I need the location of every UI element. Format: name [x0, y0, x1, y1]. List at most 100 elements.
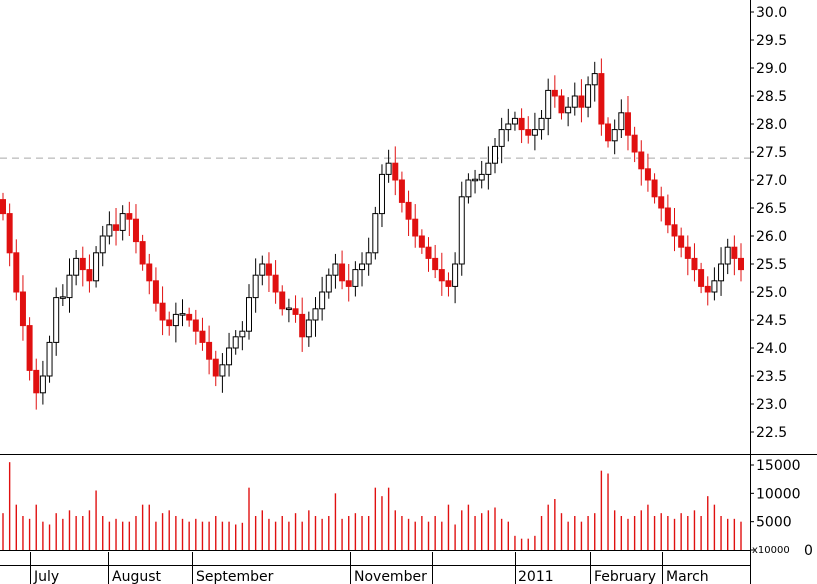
candle [538, 110, 545, 140]
candle [724, 238, 731, 275]
price-tick-label: 30.0 [756, 5, 787, 21]
candle [605, 117, 612, 148]
candle [19, 275, 26, 341]
candle [132, 204, 139, 254]
candle-body [738, 257, 744, 271]
candle-body [99, 235, 106, 254]
candle [6, 203, 13, 267]
candle-body [591, 73, 598, 86]
candle-body [319, 291, 326, 310]
price-tick-label: 22.5 [756, 425, 787, 441]
candle-body [6, 213, 13, 254]
candle-body [412, 218, 419, 237]
candle-body [644, 168, 651, 181]
candle-body [565, 106, 572, 114]
candle [199, 317, 206, 351]
candle [704, 276, 711, 306]
candle-body [698, 269, 705, 287]
candle-body [186, 313, 193, 321]
candle [0, 192, 6, 221]
candle [66, 258, 73, 313]
candle [312, 297, 319, 337]
candle [591, 61, 598, 102]
candle-body [671, 224, 678, 237]
candle-body [179, 313, 186, 316]
candle [578, 79, 585, 123]
candle-body [259, 263, 266, 276]
candle-body [352, 269, 359, 287]
candle-body [199, 330, 206, 343]
candle [79, 246, 86, 287]
candle-body [551, 89, 558, 97]
candle [684, 235, 691, 276]
candle [412, 204, 419, 248]
candle [359, 252, 366, 287]
candle-body [492, 145, 498, 164]
candle-body [585, 84, 592, 108]
candle [119, 205, 126, 241]
price-tick-label: 23.0 [756, 397, 787, 413]
candle-body [345, 280, 352, 287]
candle [86, 254, 93, 293]
price-tick-label: 28.0 [756, 117, 787, 133]
candle [352, 261, 359, 297]
candle-body [558, 95, 565, 114]
candle [664, 194, 671, 234]
candle-body [445, 280, 452, 287]
candle-body [372, 213, 379, 254]
candle [472, 169, 479, 194]
candle [585, 76, 592, 118]
candle-body [292, 308, 299, 315]
candle [159, 286, 166, 336]
candle-body [272, 274, 279, 293]
candle-body [664, 207, 671, 226]
candle [531, 112, 538, 151]
price-tick-label: 25.0 [756, 285, 787, 301]
candle-body [73, 257, 80, 276]
price-tick-label: 29.5 [756, 33, 787, 49]
candle [172, 302, 179, 343]
candle-body [192, 319, 199, 332]
candle [618, 99, 625, 138]
candle-body [59, 296, 66, 299]
candle [186, 307, 193, 327]
candle-body [232, 336, 239, 349]
candle [365, 237, 372, 276]
price-axis: 30.0 29.5 29.0 28.5 28.0 27.5 27.0 26.5 26.0 25.5… [750, 5, 787, 441]
candle-body [498, 129, 505, 147]
candle-body [66, 274, 73, 299]
time-axis: July August September November 2011 February M… [0, 552, 750, 584]
candle [332, 253, 339, 289]
candle [345, 264, 352, 302]
candle [678, 227, 685, 258]
candle [246, 284, 252, 340]
candle [545, 78, 552, 136]
candle [239, 321, 246, 351]
candle-body [458, 196, 465, 265]
candle [405, 190, 412, 236]
candle [299, 297, 306, 352]
candle-body [0, 199, 6, 215]
candle-body [172, 313, 179, 327]
candle [319, 276, 326, 321]
candle-body [418, 235, 425, 248]
candle [558, 89, 565, 120]
month-label: February [594, 569, 656, 584]
candle [432, 244, 439, 278]
candle-body [312, 308, 319, 321]
candle-body [126, 213, 133, 220]
candle [226, 332, 233, 377]
candle [525, 116, 532, 144]
month-label: July [33, 569, 59, 584]
candle [279, 285, 286, 316]
candle-body [285, 307, 292, 311]
volume-tick-label: 0 [804, 543, 813, 559]
candle-body [452, 263, 459, 287]
volume-tick-label: 5000 [756, 515, 792, 531]
candle [99, 225, 106, 267]
candle [106, 211, 113, 245]
candle [26, 317, 33, 381]
candle [492, 138, 498, 174]
candle-body [106, 224, 113, 237]
candle [378, 164, 385, 228]
